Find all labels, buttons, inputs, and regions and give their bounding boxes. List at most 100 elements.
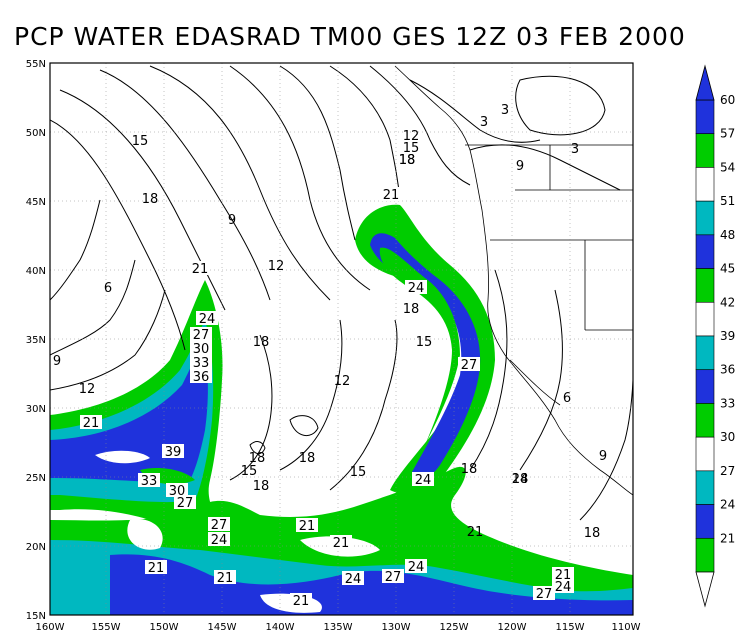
contour-label: 30 [193,342,210,357]
contour-label: 18 [403,302,420,317]
color-legend: 60 57 54 51 48 45 42 39 36 33 30 27 24 21 [695,64,735,608]
lat-tick: 55N [26,59,46,70]
contour-label: 15 [350,465,367,480]
legend-band [695,234,715,269]
contour-label: 12 [268,259,285,274]
contour-label: 21 [299,519,316,534]
lon-tick: 110W [612,622,641,633]
contour-label: 21 [217,571,234,586]
latitude-axis: 55N 50N 45N 40N 35N 30N 25N 20N 15N [26,59,46,622]
lon-tick: 160W [36,622,65,633]
contour-label: 3 [571,142,579,157]
legend-band [695,335,715,371]
legend-level-label: 51 [720,194,735,208]
legend-level-label: 36 [720,363,735,377]
contour-label: 24 [199,312,216,327]
legend-band [695,167,715,202]
longitude-axis: 160W 155W 150W 145W 140W 135W 130W 125W … [36,622,641,633]
isolines [50,65,633,521]
contour-label: 15 [241,464,258,479]
legend-level-label: 33 [720,396,735,410]
legend-level-label: 39 [720,329,735,343]
contour-label: 9 [53,354,61,369]
contour-label: 24 [345,572,362,587]
contour-label: 18 [461,462,478,477]
contour-label: 15 [132,134,149,149]
lon-tick: 150W [150,622,179,633]
contour-label: 18 [253,479,270,494]
contour-label: 27 [177,496,194,511]
contour-label: 27 [193,328,210,343]
contour-label: 21 [383,188,400,203]
graticule [50,63,633,615]
contour-label: 18 [399,153,416,168]
lat-tick: 50N [26,128,46,139]
contour-labels: 15 18 6 9 12 21 24 27 30 33 36 39 33 30 … [53,103,607,609]
contour-label: 21 [148,561,165,576]
legend-level-label: 45 [720,262,735,276]
legend-band [695,470,715,505]
legend-level-label: 21 [720,531,735,545]
lon-tick: 135W [324,622,353,633]
contour-label: 27 [211,518,228,533]
contour-label: 15 [416,335,433,350]
contour-label: 27 [536,587,553,602]
lat-tick: 45N [26,197,46,208]
contour-label: 39 [165,445,182,460]
legend-level-label: 30 [720,430,735,444]
contour-label: 33 [193,356,210,371]
lon-tick: 145W [208,622,237,633]
contour-label: 21 [192,262,209,277]
contour-label: 27 [385,570,402,585]
lon-tick: 120W [498,622,527,633]
blue-band-south [110,554,633,615]
contour-label: 12 [79,382,96,397]
lat-tick: 15N [26,611,46,622]
legend-level-label: 57 [720,127,735,141]
legend-arrow-bottom [695,571,715,608]
blue-plume-east [370,233,481,477]
contour-label: 18 [584,526,601,541]
contour-label: 9 [599,449,607,464]
legend-band [695,200,715,236]
contour-label: 21 [333,536,350,551]
lat-tick: 25N [26,473,46,484]
legend-band [695,403,715,438]
legend-level-label: 54 [720,160,735,174]
contour-label: 9 [228,213,236,228]
legend-level-label: 48 [720,228,735,242]
contour-label: 18 [249,451,266,466]
legend-level-label: 27 [720,464,735,478]
legend-band [695,369,715,404]
contour-label: 18 [253,335,270,350]
contour-label: 33 [141,474,158,489]
contour-label: 24 [555,580,572,595]
lat-tick: 20N [26,542,46,553]
contour-label: 6 [104,281,112,296]
contour-label: 9 [516,159,524,174]
legend-level-label: 60 [720,93,735,107]
lon-tick: 125W [440,622,469,633]
contour-label-box: 21 [188,261,210,277]
contour-label: 27 [461,358,478,373]
legend-level-label: 24 [720,498,735,512]
legend-arrow-top [695,64,715,101]
legend-band [695,537,715,573]
contour-label: 21 [293,594,310,609]
legend-band [695,133,715,168]
contour-label: 12 [403,129,420,144]
contour-label: 24 [415,473,432,488]
contour-label: 24 [512,472,529,487]
contour-label: 3 [501,103,509,118]
coastlines [394,65,633,496]
map-title: PCP WATER EDASRAD TM00 GES 12Z 03 FEB 20… [14,22,686,51]
contour-label: 15 [403,141,420,156]
contour-label: 18 [299,451,316,466]
contour-label: 21 [83,416,100,431]
contour-label: 24 [408,281,425,296]
legend-level-label: 42 [720,295,735,309]
legend-band [695,504,715,539]
legend-band [695,268,715,303]
contour-label: 12 [334,374,351,389]
